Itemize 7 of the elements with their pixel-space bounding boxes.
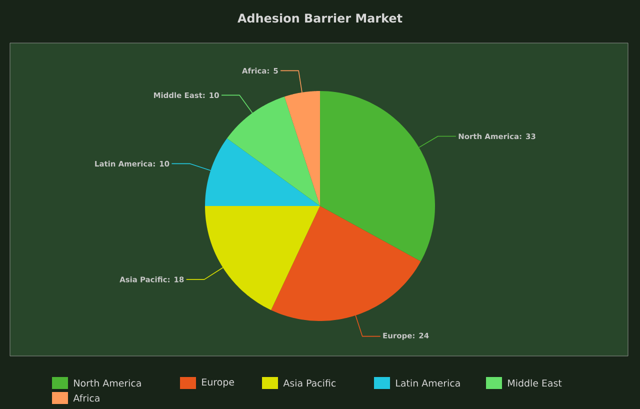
legend-label: Latin America [396, 379, 460, 387]
legend-label: Middle East [508, 379, 562, 387]
chart-title: Adhesion Barrier Market [238, 13, 402, 23]
legend-label: Africa [73, 394, 100, 402]
legend-label: North America [74, 379, 141, 387]
legend-label: Europe [202, 378, 234, 388]
legend-label: Asia Pacific [283, 379, 336, 387]
